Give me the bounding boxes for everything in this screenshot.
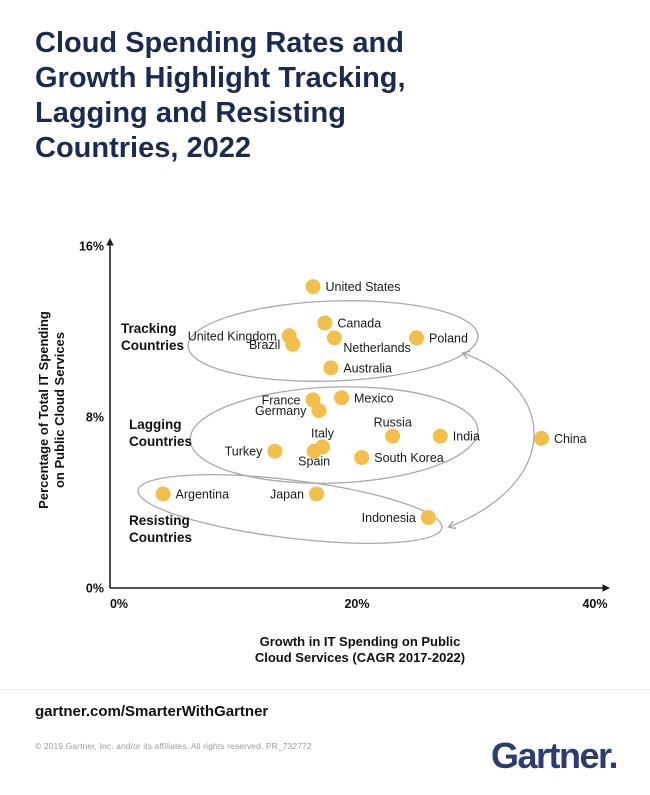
point-label-united-states: United States bbox=[325, 280, 400, 294]
point-label-indonesia: Indonesia bbox=[362, 511, 416, 525]
point-label-germany: Germany bbox=[255, 404, 307, 418]
point-label-brazil: Brazil bbox=[249, 338, 280, 352]
group-ellipse-lagging-countries bbox=[189, 386, 479, 484]
point-dot-canada bbox=[317, 315, 333, 331]
tracking-resisting-arrow bbox=[447, 350, 535, 530]
group-ellipse-resisting-countries bbox=[137, 474, 443, 544]
point-label-australia: Australia bbox=[343, 361, 392, 375]
point-dot-south-korea bbox=[354, 450, 370, 466]
group-label-resisting-countries: Resisting Countries bbox=[129, 513, 192, 545]
point-dot-indonesia bbox=[420, 509, 436, 525]
page-title: Cloud Spending Rates and Growth Highligh… bbox=[35, 27, 406, 164]
point-label-spain: Spain bbox=[298, 455, 330, 469]
copyright-text: © 2019 Gartner, Inc. and/or its affiliat… bbox=[35, 741, 312, 751]
scatter-chart: Tracking Countries Lagging Countries Resisti… bbox=[36, 238, 610, 665]
point-dot-united-states bbox=[305, 279, 321, 295]
group-ellipse-tracking-countries bbox=[187, 300, 479, 382]
footer-link[interactable]: gartner.com/SmarterWithGartner bbox=[35, 703, 269, 720]
point-dot-mexico bbox=[334, 390, 350, 406]
y-axis-title: Percentage of Total IT Spendingon Public… bbox=[36, 311, 67, 509]
point-label-italy: Italy bbox=[311, 426, 335, 440]
y-tick-8-: 8% bbox=[86, 411, 104, 425]
point-dot-china bbox=[533, 430, 549, 446]
point-label-netherlands: Netherlands bbox=[343, 341, 410, 355]
point-label-poland: Poland bbox=[429, 331, 468, 345]
point-label-united-kingdom: United Kingdom bbox=[188, 329, 277, 343]
group-label-tracking-countries: Tracking Countries bbox=[121, 321, 184, 353]
point-label-argentina: Argentina bbox=[176, 487, 230, 501]
point-dot-spain bbox=[306, 443, 322, 459]
point-dot-india bbox=[432, 428, 448, 444]
point-label-canada: Canada bbox=[337, 316, 381, 330]
point-dot-germany bbox=[311, 403, 327, 419]
point-label-china: China bbox=[554, 432, 587, 446]
point-label-japan: Japan bbox=[270, 487, 304, 501]
group-label-lagging-countries: Lagging Countries bbox=[129, 417, 192, 449]
point-dot-australia bbox=[323, 360, 339, 376]
x-tick-20-: 20% bbox=[344, 597, 369, 611]
x-tick-0-: 0% bbox=[110, 597, 128, 611]
point-label-south-korea: South Korea bbox=[374, 451, 444, 465]
point-dot-poland bbox=[409, 330, 424, 346]
y-tick-0-: 0% bbox=[86, 582, 104, 596]
point-dot-argentina bbox=[155, 486, 171, 502]
point-label-france: France bbox=[262, 393, 301, 407]
footer-divider bbox=[0, 689, 650, 690]
point-dot-japan bbox=[309, 486, 325, 502]
point-label-india: India bbox=[453, 430, 480, 444]
point-label-turkey: Turkey bbox=[225, 445, 263, 459]
x-axis-title: Growth in IT Spending on Public Cloud Ser… bbox=[255, 634, 465, 665]
gartner-logo: Gartner. bbox=[490, 735, 619, 776]
point-dot-netherlands bbox=[326, 330, 342, 346]
x-tick-40-: 40% bbox=[582, 597, 607, 611]
y-tick-16-: 16% bbox=[79, 240, 104, 254]
point-label-mexico: Mexico bbox=[354, 391, 394, 405]
point-label-russia: Russia bbox=[374, 416, 412, 430]
point-dot-russia bbox=[385, 428, 401, 444]
point-dot-turkey bbox=[267, 443, 283, 459]
point-dot-brazil bbox=[285, 336, 301, 352]
